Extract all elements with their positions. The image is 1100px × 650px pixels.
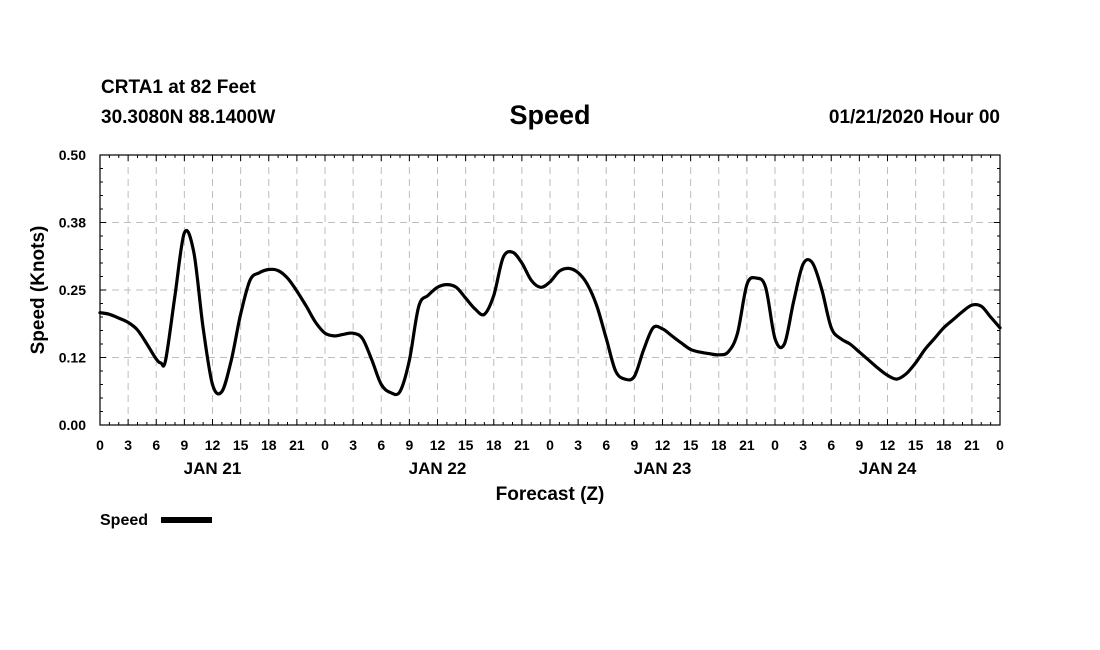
station-label: CRTA1 at 82 Feet — [101, 77, 256, 98]
x-tick-label: 3 — [124, 437, 132, 453]
x-tick-label: 0 — [996, 437, 1004, 453]
y-tick-label: 0.00 — [59, 417, 86, 433]
x-tick-label: 12 — [655, 437, 671, 453]
x-tick-label: 21 — [289, 437, 305, 453]
forecast-datetime: 01/21/2020 Hour 00 — [828, 107, 1000, 128]
day-label: JAN 21 — [184, 459, 242, 478]
x-tick-label: 15 — [458, 437, 474, 453]
day-label: JAN 23 — [634, 459, 692, 478]
coordinates-label: 30.3080N 88.1400W — [101, 107, 276, 128]
x-tick-label: 15 — [683, 437, 699, 453]
y-tick-label: 0.12 — [59, 350, 86, 366]
x-tick-label: 21 — [964, 437, 980, 453]
day-label: JAN 24 — [859, 459, 917, 478]
x-tick-label: 21 — [514, 437, 530, 453]
x-axis-label: Forecast (Z) — [496, 484, 605, 505]
x-tick-label: 15 — [908, 437, 924, 453]
day-label: JAN 22 — [409, 459, 467, 478]
x-tick-label: 6 — [377, 437, 385, 453]
y-axis-label: Speed (Knots) — [28, 226, 49, 355]
legend-swatch — [161, 517, 212, 523]
x-tick-label: 12 — [880, 437, 896, 453]
x-tick-label: 18 — [486, 437, 502, 453]
x-tick-label: 9 — [180, 437, 188, 453]
y-tick-label: 0.50 — [59, 147, 86, 163]
x-tick-label: 0 — [321, 437, 329, 453]
x-tick-label: 9 — [405, 437, 413, 453]
x-tick-label: 18 — [261, 437, 277, 453]
grid-lines — [100, 155, 1000, 425]
x-tick-label: 6 — [152, 437, 160, 453]
x-tick-labels: 0 3 6 9 12 15 18 21 0 3 6 9 12 15 18 21 0 3 6 9 12 15 18 21 0 3 6 9… — [96, 437, 1004, 453]
axis-ticks — [99, 154, 1001, 426]
series-line-speed — [98, 228, 1002, 397]
day-labels: JAN 21 JAN 22 JAN 23 JAN 24 — [184, 459, 917, 478]
x-tick-label: 18 — [936, 437, 952, 453]
x-tick-label: 9 — [855, 437, 863, 453]
y-tick-label: 0.38 — [59, 215, 86, 231]
x-tick-label: 21 — [739, 437, 755, 453]
x-tick-label: 9 — [630, 437, 638, 453]
x-tick-label: 12 — [205, 437, 221, 453]
y-tick-labels: 0.00 0.12 0.25 0.38 0.50 — [59, 147, 86, 433]
x-tick-label: 0 — [771, 437, 779, 453]
x-tick-label: 6 — [827, 437, 835, 453]
legend-label: Speed — [100, 512, 148, 529]
x-tick-label: 3 — [574, 437, 582, 453]
x-tick-label: 6 — [602, 437, 610, 453]
x-tick-label: 15 — [233, 437, 249, 453]
x-tick-label: 3 — [799, 437, 807, 453]
x-tick-label: 0 — [96, 437, 104, 453]
y-tick-label: 0.25 — [59, 282, 86, 298]
x-tick-label: 12 — [430, 437, 446, 453]
x-tick-label: 3 — [349, 437, 357, 453]
x-tick-label: 18 — [711, 437, 727, 453]
x-tick-label: 0 — [546, 437, 554, 453]
